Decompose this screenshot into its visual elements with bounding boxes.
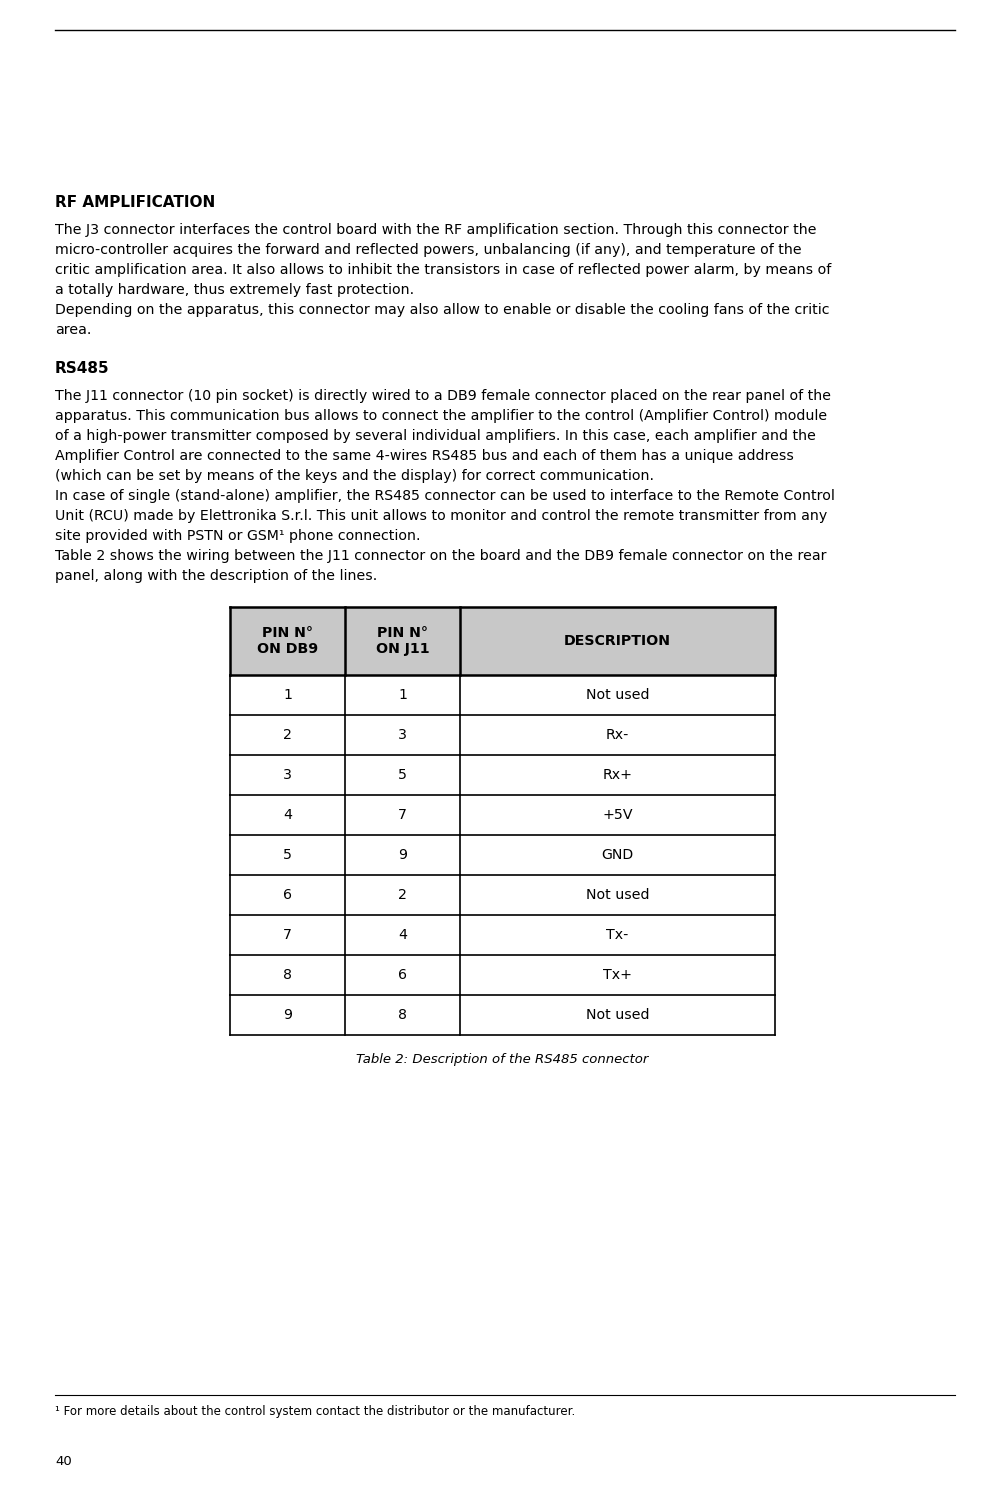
Text: 9: 9 [283, 1009, 292, 1022]
Text: micro-controller acquires the forward and reflected powers, unbalancing (if any): micro-controller acquires the forward an… [55, 243, 802, 257]
Text: Depending on the apparatus, this connector may also allow to enable or disable t: Depending on the apparatus, this connect… [55, 304, 830, 317]
Text: 9: 9 [398, 848, 407, 863]
Text: ¹ For more details about the control system contact the distributor or the manuf: ¹ For more details about the control sys… [55, 1405, 575, 1417]
Text: 5: 5 [398, 768, 407, 782]
Text: 3: 3 [398, 727, 407, 742]
Text: of a high-power transmitter composed by several individual amplifiers. In this c: of a high-power transmitter composed by … [55, 428, 816, 443]
Text: (which can be set by means of the keys and the display) for correct communicatio: (which can be set by means of the keys a… [55, 469, 654, 482]
Text: Rx+: Rx+ [603, 768, 633, 782]
Text: Table 2 shows the wiring between the J11 connector on the board and the DB9 fema: Table 2 shows the wiring between the J11… [55, 549, 827, 564]
Text: Not used: Not used [585, 688, 649, 702]
Text: panel, along with the description of the lines.: panel, along with the description of the… [55, 570, 377, 583]
Text: In case of single (stand-alone) amplifier, the RS485 connector can be used to in: In case of single (stand-alone) amplifie… [55, 488, 835, 504]
Text: 1: 1 [283, 688, 292, 702]
Text: Unit (RCU) made by Elettronika S.r.l. This unit allows to monitor and control th: Unit (RCU) made by Elettronika S.r.l. Th… [55, 510, 827, 523]
Text: Tx-: Tx- [607, 927, 629, 942]
Text: PIN N°
ON J11: PIN N° ON J11 [375, 625, 430, 657]
Text: DESCRIPTION: DESCRIPTION [564, 634, 671, 648]
Text: 8: 8 [398, 1009, 407, 1022]
Text: 5: 5 [283, 848, 292, 863]
Bar [230, 607, 775, 675]
Text: Tx+: Tx+ [603, 968, 632, 981]
Text: area.: area. [55, 323, 92, 337]
Text: PIN N°
ON DB9: PIN N° ON DB9 [257, 625, 318, 657]
Text: Not used: Not used [585, 1009, 649, 1022]
Text: RF AMPLIFICATION: RF AMPLIFICATION [55, 195, 215, 210]
Text: 7: 7 [398, 809, 407, 822]
Text: 1: 1 [398, 688, 407, 702]
Text: site provided with PSTN or GSM¹ phone connection.: site provided with PSTN or GSM¹ phone co… [55, 529, 421, 543]
Text: 7: 7 [283, 927, 292, 942]
Text: Table 2: Description of the RS485 connector: Table 2: Description of the RS485 connec… [356, 1054, 649, 1066]
Text: apparatus. This communication bus allows to connect the amplifier to the control: apparatus. This communication bus allows… [55, 409, 827, 422]
Text: a totally hardware, thus extremely fast protection.: a totally hardware, thus extremely fast … [55, 283, 414, 298]
Text: 6: 6 [398, 968, 407, 981]
Text: 4: 4 [283, 809, 292, 822]
Text: 3: 3 [283, 768, 292, 782]
Text: 4: 4 [398, 927, 407, 942]
Text: GND: GND [602, 848, 634, 863]
Text: 2: 2 [398, 888, 407, 902]
Text: 6: 6 [283, 888, 292, 902]
Text: 40: 40 [55, 1455, 71, 1468]
Text: 8: 8 [283, 968, 292, 981]
Text: Not used: Not used [585, 888, 649, 902]
Text: Rx-: Rx- [606, 727, 629, 742]
Text: Amplifier Control are connected to the same 4-wires RS485 bus and each of them h: Amplifier Control are connected to the s… [55, 449, 794, 463]
Text: critic amplification area. It also allows to inhibit the transistors in case of : critic amplification area. It also allow… [55, 263, 831, 277]
Text: 2: 2 [283, 727, 292, 742]
Text: The J3 connector interfaces the control board with the RF amplification section.: The J3 connector interfaces the control … [55, 222, 817, 237]
Text: The J11 connector (10 pin socket) is directly wired to a DB9 female connector pl: The J11 connector (10 pin socket) is dir… [55, 389, 831, 403]
Text: RS485: RS485 [55, 361, 110, 376]
Text: +5V: +5V [603, 809, 633, 822]
